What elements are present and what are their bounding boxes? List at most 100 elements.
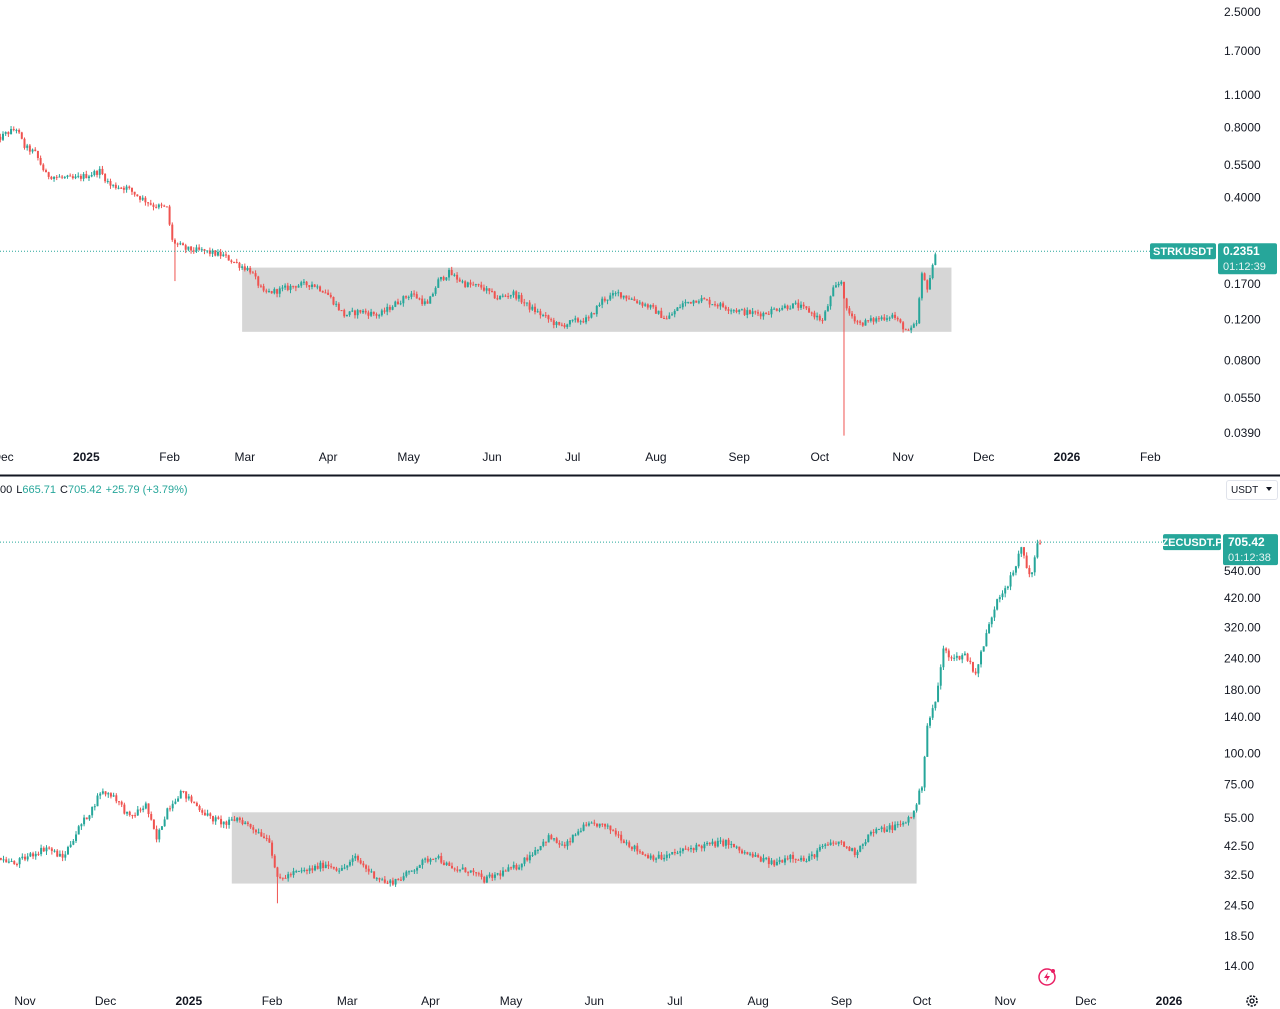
- candle-body: [37, 853, 40, 855]
- candle-body: [585, 824, 588, 826]
- candle-body: [281, 877, 284, 879]
- time-tick-label: Nov: [892, 450, 913, 464]
- candle-body: [322, 862, 325, 869]
- candle-body: [128, 186, 131, 188]
- candle-body: [466, 282, 469, 287]
- last-price-tag[interactable]: [1223, 534, 1278, 566]
- candle-body: [421, 859, 424, 866]
- symbol-tag[interactable]: [1150, 243, 1216, 260]
- currency-select[interactable]: USDT: [1226, 480, 1278, 500]
- candle-body: [225, 821, 228, 825]
- candle-body: [872, 831, 875, 833]
- candle-body: [0, 858, 2, 860]
- candle-body: [345, 314, 348, 317]
- candle-body: [499, 296, 502, 299]
- strk-time-axis[interactable]: Dec 2025 Feb Mar Apr May Jun Jul Aug Sep Oct Nov Dec…: [0, 450, 1161, 464]
- candle-body: [593, 822, 596, 824]
- candle-body: [380, 310, 383, 316]
- candle-body: [448, 862, 451, 866]
- candle-body: [80, 824, 83, 827]
- candle-body: [622, 295, 625, 298]
- candle-body: [1028, 568, 1031, 575]
- candle-body: [845, 298, 848, 309]
- candle-body: [837, 841, 840, 844]
- range-box-rect[interactable]: [231, 812, 917, 884]
- candle-body: [770, 860, 773, 865]
- candle-body: [792, 854, 795, 859]
- candle-body: [579, 830, 582, 832]
- candle-body: [649, 305, 652, 308]
- candle-body: [265, 837, 268, 839]
- candle-body: [185, 791, 188, 799]
- candle-body: [36, 151, 39, 158]
- candle-body: [585, 317, 588, 323]
- candle-body: [912, 810, 915, 818]
- candle-body: [268, 291, 270, 293]
- candle-body: [15, 129, 18, 131]
- candle-body: [523, 302, 526, 304]
- candle-body: [64, 854, 67, 858]
- candle-body: [576, 318, 579, 322]
- candle-body: [316, 286, 319, 288]
- candle-body: [869, 831, 872, 835]
- candle-body: [507, 867, 510, 872]
- candle-body: [85, 174, 88, 179]
- candle-body: [187, 246, 190, 250]
- candle-body: [1020, 547, 1023, 554]
- candle-body: [335, 303, 338, 305]
- candle-body: [47, 172, 50, 177]
- candle-body: [491, 874, 494, 878]
- candle-body: [612, 830, 615, 832]
- candle-body: [424, 858, 427, 860]
- candle-body: [190, 246, 193, 251]
- candle-body: [450, 865, 453, 869]
- candle-body: [867, 320, 870, 322]
- candle-body: [700, 298, 703, 302]
- candle-body: [184, 245, 187, 250]
- candle-body: [547, 835, 550, 843]
- strk-price-axis[interactable]: 2.5000 1.7000 1.1000 0.8000 0.5500 0.4000 0.17…: [1224, 5, 1261, 440]
- candle-body: [980, 651, 983, 665]
- candle-body: [340, 868, 343, 871]
- zec-price-axis[interactable]: 540.00 420.00 320.00 240.00 180.00 140.00 100.…: [1224, 564, 1261, 973]
- time-tick-label: Sep: [831, 994, 853, 1008]
- candle-body: [716, 304, 719, 307]
- price-tick-label: 75.00: [1224, 777, 1254, 791]
- candle-body: [829, 296, 832, 307]
- candle-body: [18, 858, 21, 865]
- candle-body: [660, 854, 663, 860]
- candle-body: [547, 315, 550, 320]
- candle-body: [370, 311, 373, 316]
- lightning-icon[interactable]: [1038, 968, 1056, 986]
- candle-body: [300, 282, 303, 286]
- last-price-tag[interactable]: [1218, 243, 1277, 275]
- candle-body: [928, 717, 931, 726]
- candle-body: [633, 845, 636, 850]
- zec-time-axis[interactable]: Nov Dec 2025 Feb Mar Apr May Jun Jul Aug Sep Oct Nov…: [14, 994, 1182, 1008]
- range-box-rect[interactable]: [242, 267, 952, 332]
- candle-body: [676, 852, 679, 854]
- time-tick-label: Oct: [913, 994, 932, 1008]
- candle-body: [69, 175, 72, 177]
- candle-body: [93, 171, 96, 176]
- settings-gear-icon[interactable]: [1246, 995, 1258, 1007]
- candle-body: [531, 306, 534, 310]
- candle-body: [789, 854, 792, 860]
- candle-body: [413, 870, 416, 872]
- candle-body: [450, 269, 453, 276]
- candle-body: [10, 861, 13, 863]
- candle-body: [741, 850, 744, 854]
- candle-body: [778, 309, 781, 311]
- candle-body: [244, 822, 247, 825]
- candle-body: [907, 329, 910, 331]
- candle-body: [467, 872, 470, 874]
- candle-body: [402, 296, 405, 304]
- symbol-tag[interactable]: [1163, 534, 1221, 551]
- candle-body: [233, 819, 236, 821]
- candle-body: [359, 860, 362, 864]
- candle-body: [163, 205, 166, 207]
- candle-body: [861, 322, 864, 326]
- candle-body: [832, 287, 835, 297]
- time-tick-label: Nov: [14, 994, 35, 1008]
